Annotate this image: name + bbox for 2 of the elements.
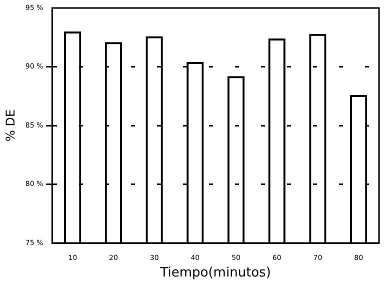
x-axis-title: Tiempo(minutos) [159, 266, 271, 281]
y-axis-title: % DE [3, 109, 18, 142]
